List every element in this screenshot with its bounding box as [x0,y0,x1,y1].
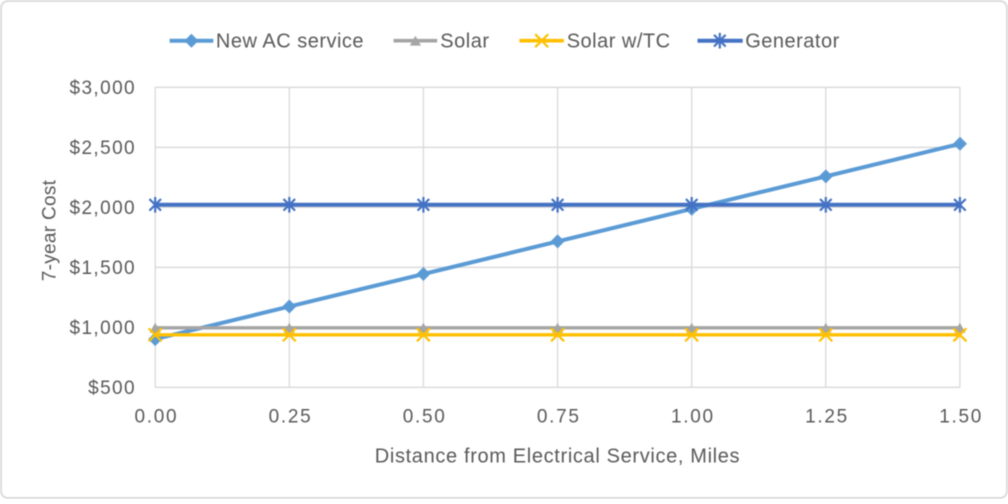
svg-text:New AC service: New AC service [216,31,364,53]
svg-text:$2,500: $2,500 [69,138,136,159]
svg-text:0.50: 0.50 [403,407,447,428]
svg-text:0.25: 0.25 [269,407,313,428]
svg-text:$1,500: $1,500 [69,258,136,279]
svg-text:$2,000: $2,000 [69,198,136,219]
svg-text:$1,000: $1,000 [69,318,136,339]
svg-text:Generator: Generator [745,31,840,53]
svg-text:1.50: 1.50 [939,407,983,428]
svg-text:1.00: 1.00 [671,407,715,428]
svg-text:Solar: Solar [440,31,489,53]
svg-text:Distance from Electrical Servi: Distance from Electrical Service, Miles [375,446,740,468]
svg-text:Solar w/TC: Solar w/TC [567,31,671,53]
svg-text:0.00: 0.00 [135,407,179,428]
svg-text:$3,000: $3,000 [69,78,136,99]
svg-text:0.75: 0.75 [537,407,581,428]
svg-text:7-year Cost: 7-year Cost [40,179,61,281]
svg-text:$500: $500 [88,378,136,399]
svg-text:1.25: 1.25 [805,407,849,428]
